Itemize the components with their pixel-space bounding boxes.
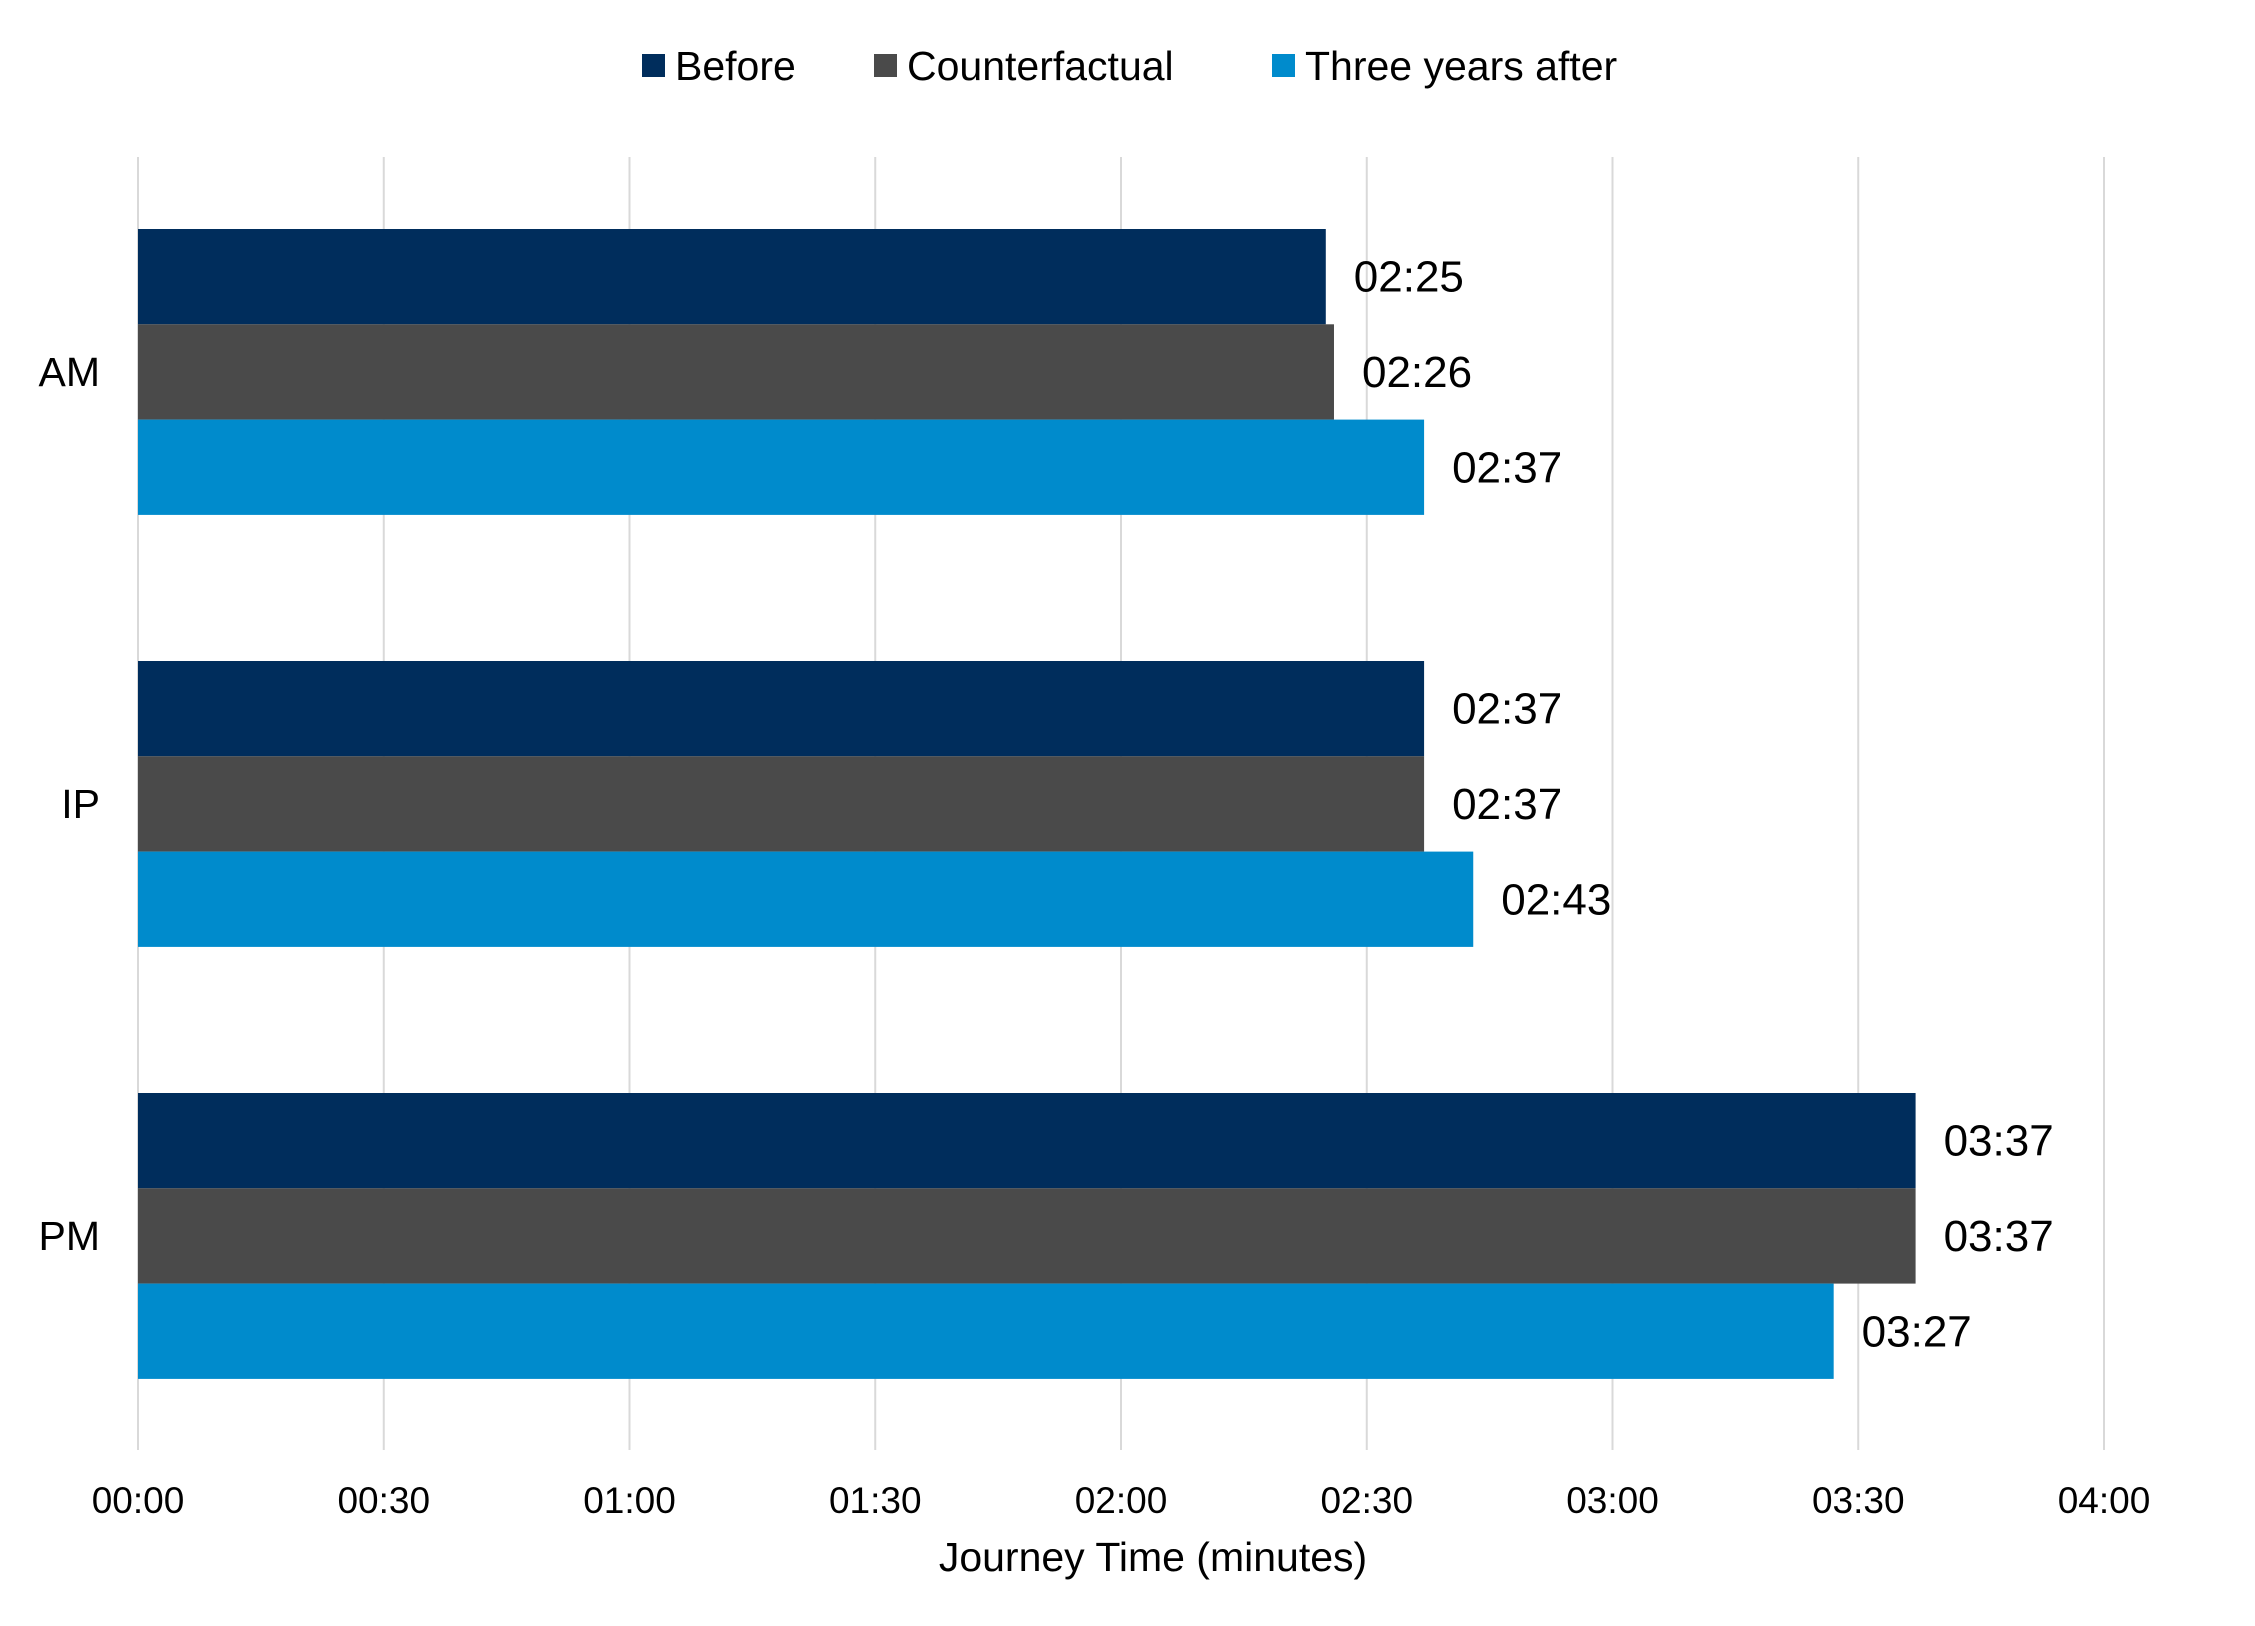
- data-label: 02:37: [1452, 685, 1562, 734]
- legend-label: Counterfactual: [907, 43, 1174, 89]
- bar: [138, 1283, 1834, 1379]
- bar: [138, 851, 1474, 947]
- bar: [138, 1093, 1916, 1189]
- bar: [138, 229, 1326, 325]
- bars: [138, 229, 1916, 1379]
- legend-swatch: [642, 54, 665, 77]
- data-label: 02:37: [1452, 443, 1562, 492]
- legend-label: Three years after: [1305, 43, 1617, 89]
- x-axis-tick-labels: 00:00 00:30 01:00 01:30 02:00 02:30 03:00 03:30…: [92, 1480, 2151, 1521]
- x-tick-label: 00:00: [92, 1480, 185, 1521]
- category-label: IP: [61, 781, 100, 827]
- bar: [138, 1188, 1916, 1284]
- legend-swatch: [874, 54, 897, 77]
- x-tick-label: 01:30: [829, 1480, 922, 1521]
- bar: [138, 419, 1425, 515]
- data-label: 02:26: [1362, 348, 1472, 397]
- legend-swatch: [1272, 54, 1295, 77]
- category-labels: AM IP PM: [39, 349, 101, 1259]
- legend-label: Before: [675, 43, 796, 89]
- bar: [138, 756, 1425, 852]
- data-label: 02:25: [1354, 253, 1464, 302]
- x-axis-title: Journey Time (minutes): [939, 1534, 1367, 1580]
- x-tick-label: 00:30: [337, 1480, 430, 1521]
- x-tick-label: 04:00: [2058, 1480, 2151, 1521]
- data-labels: 02:25 02:26 02:37 02:37 02:37 02:43 03:37 03:37…: [1354, 253, 2054, 1357]
- x-tick-label: 02:00: [1075, 1480, 1168, 1521]
- data-label: 03:27: [1862, 1307, 1972, 1356]
- bar: [138, 324, 1334, 420]
- x-tick-label: 02:30: [1320, 1480, 1413, 1521]
- category-label: PM: [39, 1213, 101, 1259]
- x-tick-label: 01:00: [583, 1480, 676, 1521]
- legend: Before Counterfactual Three years after: [642, 43, 1617, 89]
- category-label: AM: [39, 349, 101, 395]
- data-label: 03:37: [1944, 1212, 2054, 1261]
- data-label: 02:43: [1501, 875, 1611, 924]
- data-label: 03:37: [1944, 1117, 2054, 1166]
- bar: [138, 661, 1425, 757]
- x-tick-label: 03:00: [1566, 1480, 1659, 1521]
- x-tick-label: 03:30: [1812, 1480, 1905, 1521]
- data-label: 02:37: [1452, 780, 1562, 829]
